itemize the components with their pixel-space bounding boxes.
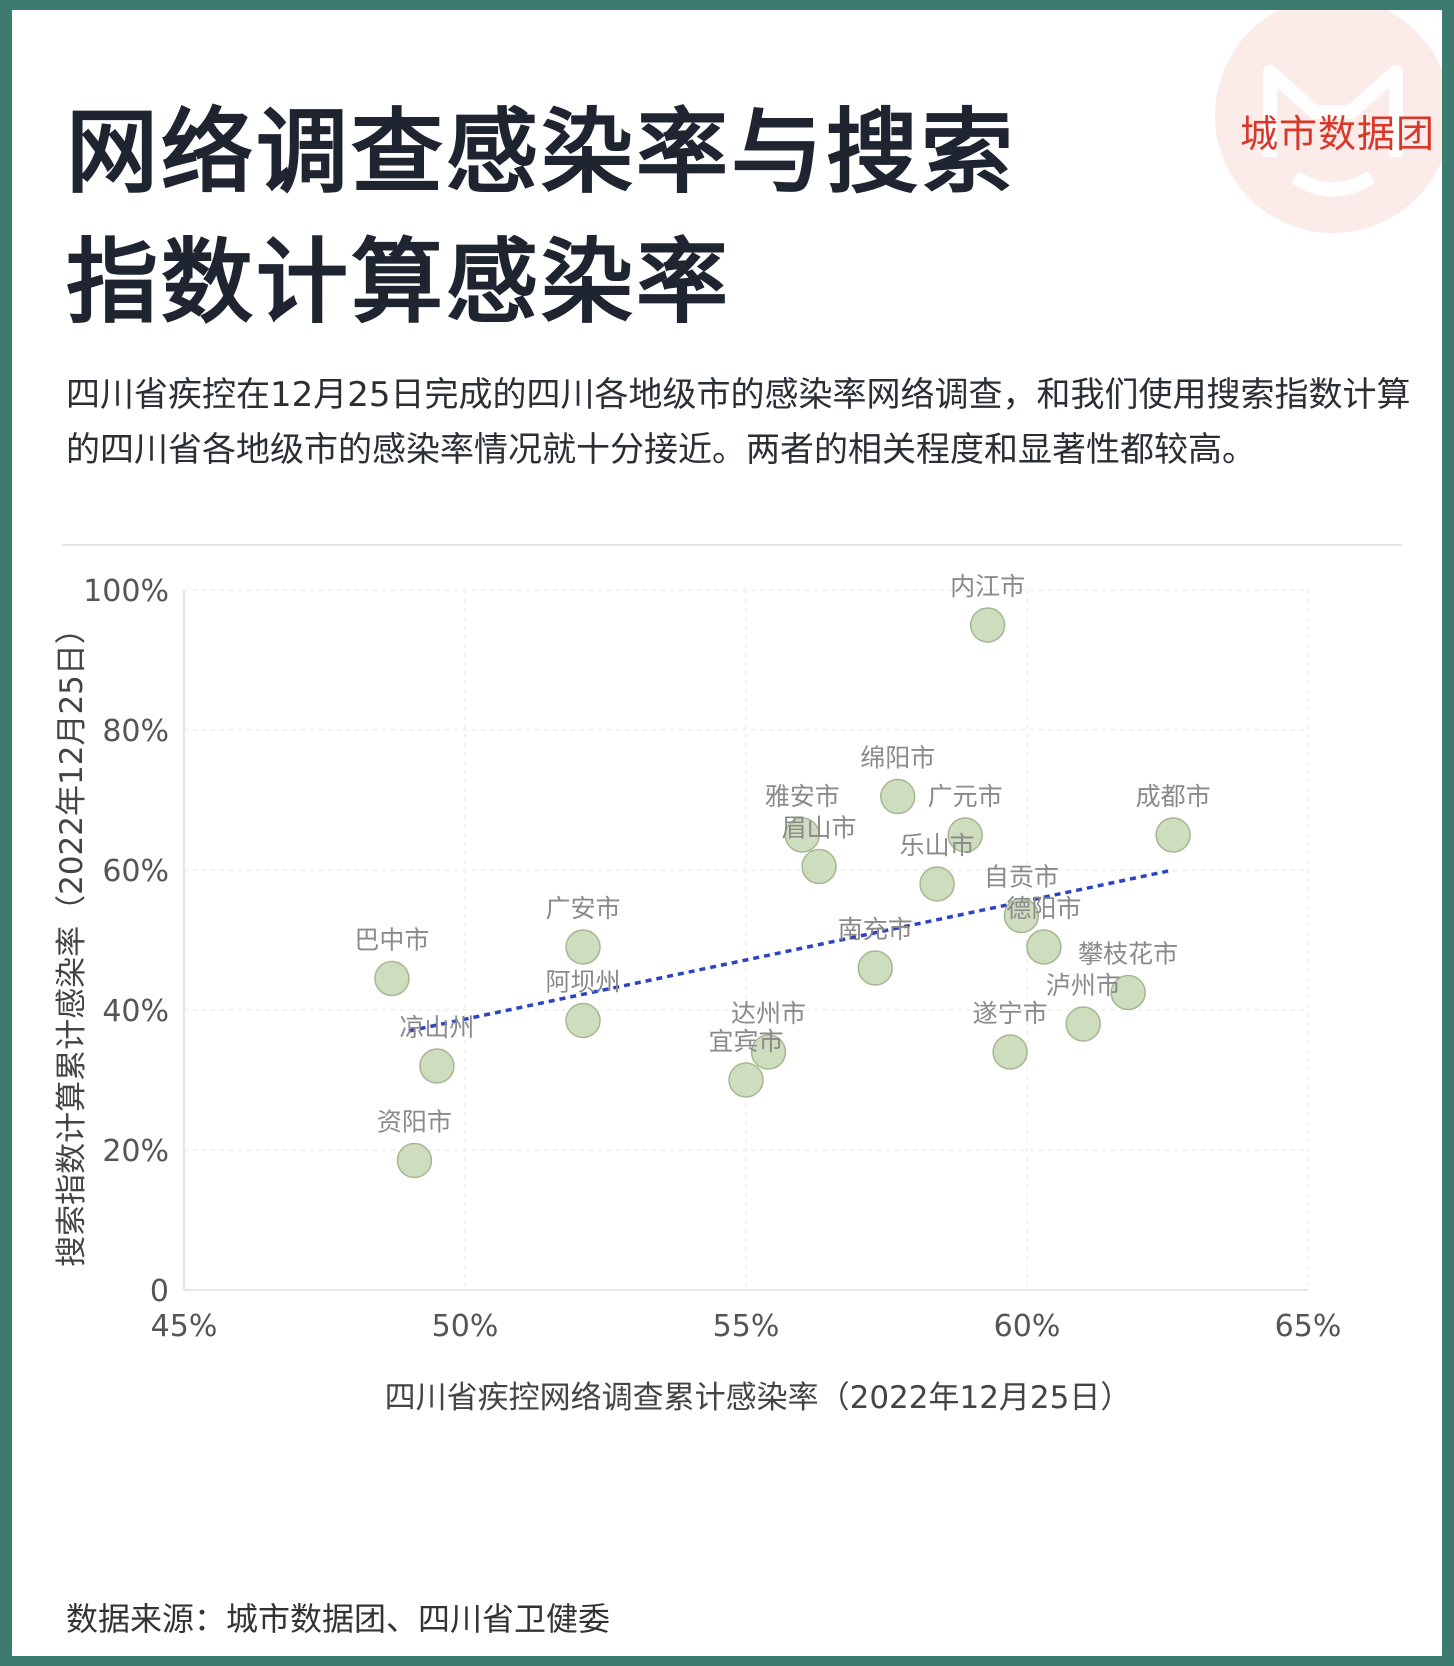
point-label: 自贡市 xyxy=(984,863,1059,892)
data-point xyxy=(919,866,955,902)
point-label: 巴中市 xyxy=(354,926,429,955)
point-label: 乐山市 xyxy=(900,831,975,860)
data-point xyxy=(728,1062,764,1098)
y-tick-label: 40% xyxy=(102,994,169,1029)
data-point xyxy=(1026,929,1062,965)
y-tick-label: 80% xyxy=(102,714,169,749)
point-label: 广元市 xyxy=(928,782,1003,811)
x-tick-label: 45% xyxy=(151,1309,218,1344)
data-point xyxy=(784,817,820,853)
point-label: 雅安市 xyxy=(765,782,840,811)
data-point xyxy=(565,1002,601,1039)
data-source: 数据来源：城市数据团、四川省卫健委 xyxy=(66,1600,611,1638)
data-point xyxy=(801,848,837,885)
point-label: 宜宾市 xyxy=(708,1027,783,1056)
point-label: 资阳市 xyxy=(377,1108,452,1137)
trend-line xyxy=(408,868,1174,1033)
data-point xyxy=(857,950,894,986)
chart-card: 城市数据团 网络调查感染率与搜索指数计算感染率 四川省疾控在12月25日完成的四… xyxy=(12,10,1442,1656)
grid-lines xyxy=(183,589,1309,1291)
x-axis-label: 四川省疾控网络调查累计感染率（2022年12月25日） xyxy=(385,1380,1132,1416)
data-point xyxy=(969,607,1006,643)
data-point xyxy=(1110,974,1146,1011)
axes: 0 20% 40% 60% 80% 100% 45% 50% 55% 60% 65% xyxy=(83,574,1341,1344)
point-label: 凉山州 xyxy=(399,1013,474,1042)
y-axis-label: 搜索指数计算累计感染率（2022年12月25日） xyxy=(54,613,90,1267)
point-label: 眉山市 xyxy=(782,814,857,843)
y-tick-label: 20% xyxy=(102,1134,169,1169)
point-label: 广安市 xyxy=(546,894,621,923)
point-label: 达州市 xyxy=(731,999,806,1028)
x-tick-label: 60% xyxy=(994,1309,1061,1344)
x-tick-label: 55% xyxy=(713,1309,780,1344)
point-label: 绵阳市 xyxy=(860,744,935,773)
data-point xyxy=(1155,817,1191,853)
brand-logo xyxy=(1215,10,1442,233)
point-label: 泸州市 xyxy=(1046,971,1121,1000)
point-label: 攀枝花市 xyxy=(1078,940,1178,969)
y-tick-label: 60% xyxy=(102,854,169,889)
data-point xyxy=(396,1142,433,1179)
point-label: 南充市 xyxy=(838,915,913,944)
brand-name: 城市数据团 xyxy=(1240,112,1436,156)
subtitle: 四川省疾控在12月25日完成的四川各地级市的感染率网络调查，和我们使用搜索指数计… xyxy=(66,375,1411,470)
data-point xyxy=(750,1034,787,1070)
scatter-chart: 0 20% 40% 60% 80% 100% 45% 50% 55% 60% 65% 内江市绵阳市广… xyxy=(54,572,1341,1416)
point-label: 德阳市 xyxy=(1006,894,1081,923)
x-tick-label: 50% xyxy=(432,1309,499,1344)
divider xyxy=(62,544,1402,546)
cat-face-logo-icon xyxy=(1263,65,1403,197)
point-label: 遂宁市 xyxy=(973,999,1048,1028)
data-point xyxy=(947,817,983,853)
data-points xyxy=(374,607,1191,1179)
point-label: 内江市 xyxy=(950,572,1025,601)
page-title: 网络调查感染率与搜索指数计算感染率 xyxy=(66,99,1017,336)
data-point xyxy=(992,1034,1028,1070)
data-point xyxy=(565,929,601,965)
y-tick-label: 0 xyxy=(150,1274,169,1309)
point-label: 成都市 xyxy=(1136,782,1211,811)
x-tick-label: 65% xyxy=(1275,1309,1342,1344)
data-point xyxy=(879,778,916,815)
data-point xyxy=(374,960,410,997)
data-point xyxy=(419,1048,455,1084)
y-tick-label: 100% xyxy=(83,574,169,609)
data-point xyxy=(1065,1006,1101,1042)
trend-line-path xyxy=(408,868,1174,1033)
data-point xyxy=(1003,897,1040,934)
point-label: 阿坝州 xyxy=(546,968,621,997)
